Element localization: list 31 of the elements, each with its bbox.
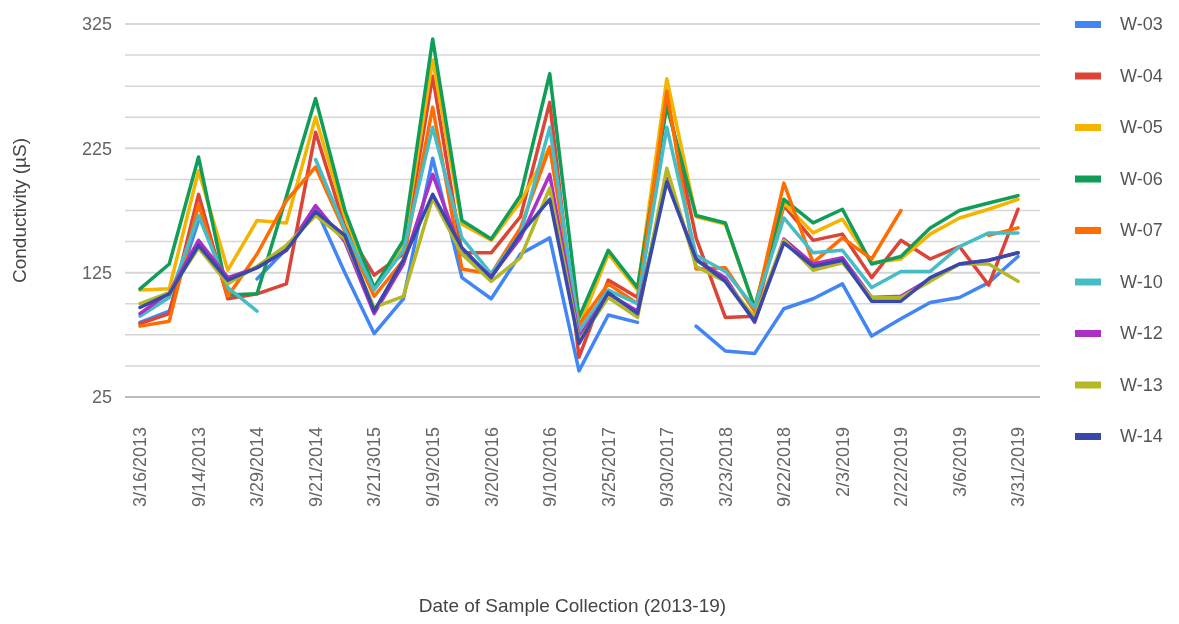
x-tick-label: 3/29/2014 [247,427,268,508]
y-tick-label: 325 [81,14,112,35]
x-tick-label: 3/23/2018 [715,427,736,508]
x-tick-label: 2/22/2019 [891,427,912,508]
x-tick-label: 2/3/2019 [832,427,853,498]
x-tick-label: 3/6/2019 [949,427,970,498]
x-axis-title: Date of Sample Collection (2013-19) [418,595,727,616]
y-axis-title: Conductivity (µS) [9,137,30,284]
legend-label: W-05 [1120,117,1163,138]
x-tick-label: 3/25/2017 [598,427,619,508]
legend-label: W-07 [1120,220,1163,241]
y-tick-label: 225 [81,138,112,159]
legend-label: W-04 [1120,65,1163,86]
legend-label: W-13 [1120,374,1163,395]
x-tick-label: 9/30/2017 [657,427,678,508]
legend-label: W-10 [1120,271,1163,292]
y-tick-label: 25 [91,387,112,408]
x-tick-label: 3/16/2013 [130,427,151,508]
x-tick-label: 9/22/2018 [774,427,795,508]
legend-label: W-14 [1120,426,1163,447]
x-tick-label: 3/21/3015 [364,427,385,508]
x-tick-label: 9/14/2013 [188,427,209,508]
x-tick-label: 9/19/2015 [422,427,443,508]
x-tick-label: 3/20/2016 [481,427,502,508]
x-tick-label: 9/21/2014 [305,427,326,508]
x-tick-label: 9/10/2016 [540,427,561,508]
legend-label: W-12 [1120,323,1163,344]
legend-label: W-03 [1120,14,1163,35]
y-tick-label: 125 [81,262,112,283]
x-tick-label: 3/31/2019 [1008,427,1029,508]
legend-label: W-06 [1120,168,1163,189]
